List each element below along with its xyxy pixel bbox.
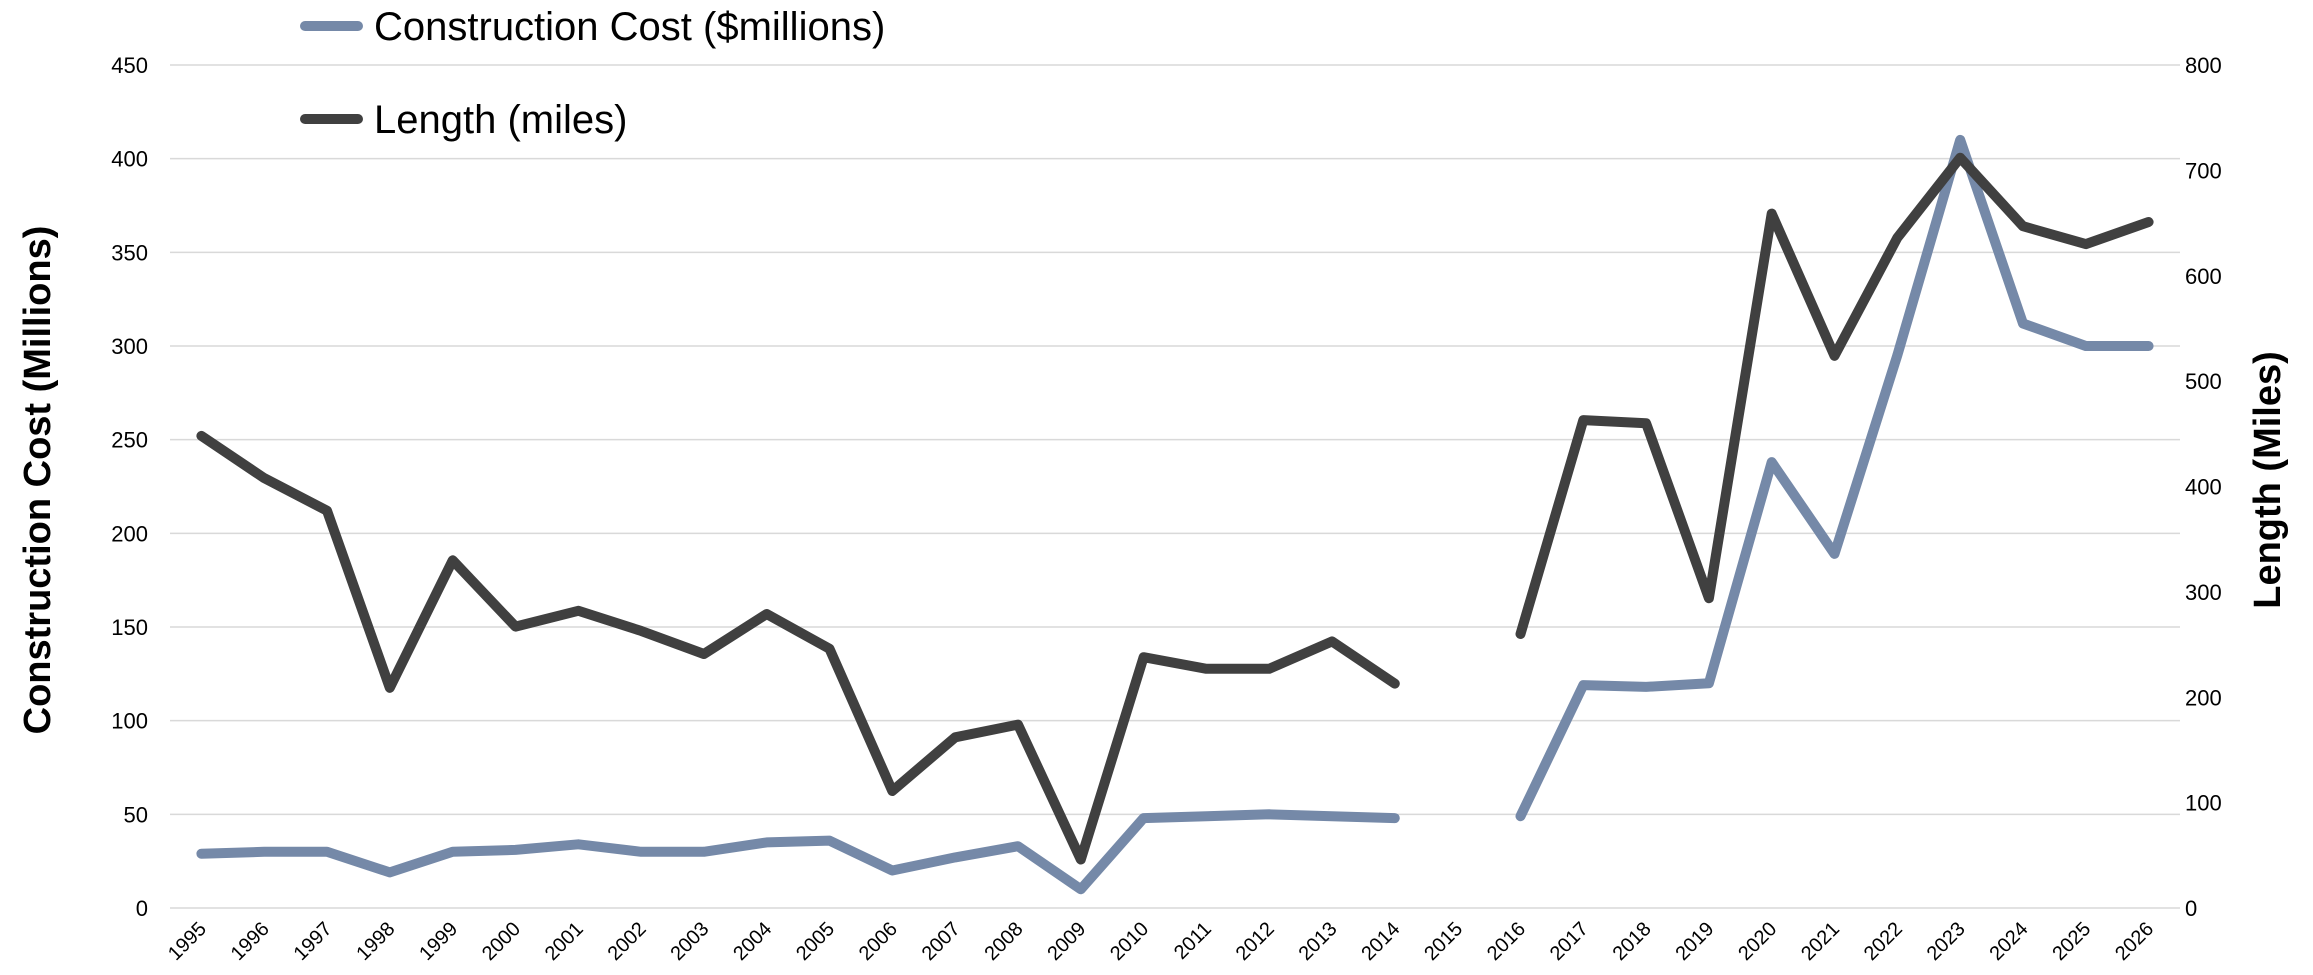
- left-tick-label: 150: [111, 615, 148, 640]
- left-tick-label: 100: [111, 709, 148, 734]
- x-tick-label: 2003: [666, 918, 713, 965]
- right-axis-ticks: 0 100 200 300 400 500 600 700 800: [2185, 53, 2222, 921]
- x-tick-label: 2022: [1860, 918, 1907, 965]
- x-tick-label: 2020: [1734, 918, 1781, 965]
- right-tick-label: 200: [2185, 685, 2222, 710]
- x-tick-label: 2023: [1923, 918, 1970, 965]
- x-tick-label: 1997: [290, 918, 337, 965]
- x-tick-label: 2000: [478, 918, 525, 965]
- left-tick-label: 50: [124, 802, 148, 827]
- x-tick-label: 2001: [541, 918, 588, 965]
- x-tick-label: 2005: [792, 918, 839, 965]
- x-tick-label: 2026: [2111, 918, 2158, 965]
- x-tick-label: 1998: [352, 918, 399, 965]
- series-line-cost: [196, 134, 2154, 895]
- x-tick-label: 2025: [2048, 918, 2095, 965]
- x-tick-label: 2002: [604, 918, 651, 965]
- left-tick-label: 0: [136, 896, 148, 921]
- x-tick-label: 2004: [729, 918, 776, 965]
- x-tick-label: 1995: [164, 918, 211, 965]
- left-tick-label: 350: [111, 240, 148, 265]
- right-tick-label: 500: [2185, 369, 2222, 394]
- left-tick-label: 450: [111, 53, 148, 78]
- right-tick-label: 800: [2185, 53, 2222, 78]
- right-tick-label: 100: [2185, 791, 2222, 816]
- series-lines: [196, 134, 2154, 895]
- right-tick-label: 700: [2185, 158, 2222, 183]
- x-tick-label: 2009: [1043, 918, 1090, 965]
- x-tick-label: 2006: [855, 918, 902, 965]
- x-tick-label: 2019: [1671, 918, 1718, 965]
- x-tick-label: 2024: [1985, 918, 2032, 965]
- x-tick-label: 2011: [1170, 918, 1216, 964]
- left-tick-label: 200: [111, 521, 148, 546]
- x-tick-label: 2018: [1609, 918, 1656, 965]
- left-axis-title: Construction Cost (Millions): [17, 226, 59, 735]
- legend-label-length: Length (miles): [374, 98, 627, 142]
- right-tick-label: 300: [2185, 580, 2222, 605]
- x-tick-label: 2010: [1106, 918, 1153, 965]
- right-tick-label: 600: [2185, 264, 2222, 289]
- x-tick-label: 2012: [1232, 918, 1279, 965]
- series-line-length: [196, 152, 2154, 865]
- x-tick-label: 2008: [980, 918, 1027, 965]
- x-tick-label: 2007: [918, 918, 965, 965]
- grid-lines: [170, 64, 2180, 909]
- left-tick-label: 250: [111, 428, 148, 453]
- right-tick-label: 400: [2185, 475, 2222, 500]
- right-axis-title: Length (Miles): [2247, 351, 2289, 609]
- legend-label-cost: Construction Cost ($millions): [374, 5, 885, 49]
- left-tick-label: 300: [111, 334, 148, 359]
- legend-entry-cost: Construction Cost ($millions): [300, 5, 885, 49]
- left-axis-ticks: 0 50 100 150 200 250 300 350 400 450: [111, 53, 148, 921]
- x-tick-label: 1996: [227, 918, 274, 965]
- x-axis-ticks: 1995 1996 1997 1998 1999 2000 2001 2002 2003 2004…: [164, 918, 2158, 965]
- legend: Construction Cost ($millions) Length (mi…: [300, 5, 885, 142]
- right-tick-label: 0: [2185, 896, 2197, 921]
- x-tick-label: 2013: [1295, 918, 1342, 965]
- x-tick-label: 2014: [1357, 918, 1404, 965]
- x-tick-label: 2017: [1546, 918, 1593, 965]
- legend-entry-length: Length (miles): [300, 98, 627, 142]
- left-tick-label: 400: [111, 147, 148, 172]
- x-tick-label: 2015: [1420, 918, 1467, 965]
- x-tick-label: 2021: [1797, 918, 1844, 965]
- x-tick-label: 1999: [415, 918, 462, 965]
- x-tick-label: 2016: [1483, 918, 1530, 965]
